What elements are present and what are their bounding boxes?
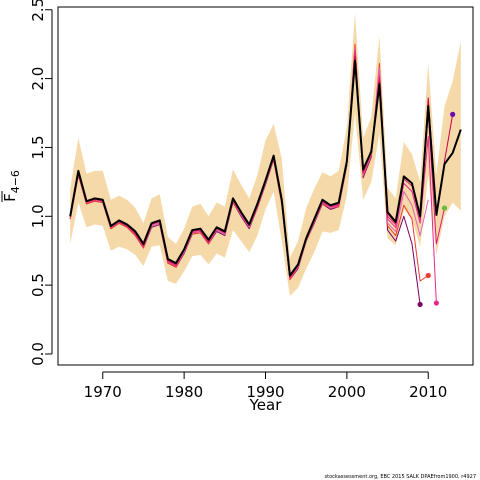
y-tick-label: 1.0 — [29, 204, 47, 228]
y-tick-label: 2.5 — [29, 0, 47, 22]
y-axis-title-subscript: 4−6 — [9, 170, 22, 193]
x-tick-label: 1980 — [165, 383, 203, 401]
endpoint-marker — [450, 111, 456, 117]
series-endpoints — [417, 111, 456, 308]
x-tick-label: 1990 — [246, 383, 284, 401]
x-axis: 1970 1980 1990 2000 2010 — [84, 371, 447, 401]
y-tick-label: 0.5 — [29, 273, 47, 297]
svg-text:F4−6: F4−6 — [1, 170, 22, 202]
series-lines — [69, 43, 462, 305]
y-tick-label: 0.0 — [29, 342, 47, 366]
y-axis-title-main: F — [1, 193, 19, 202]
confidence-band — [70, 12, 461, 297]
y-tick-label: 2.0 — [29, 67, 47, 91]
x-tick-label: 2010 — [409, 383, 447, 401]
footer-note: stockassessment.org, EBC 2015 SALK DPAEf… — [325, 474, 476, 480]
endpoint-marker — [417, 301, 423, 308]
endpoint-marker — [433, 300, 439, 306]
x-tick-label: 1970 — [84, 383, 122, 401]
y-tick-label: 1.5 — [29, 136, 47, 160]
y-axis-title: F4−6 — [1, 170, 22, 202]
endpoint-marker — [441, 205, 448, 211]
x-tick-label: 2000 — [328, 383, 366, 401]
series-line-main — [69, 59, 462, 277]
band-area — [70, 12, 461, 297]
endpoint-marker — [425, 272, 431, 279]
y-axis: 0.0 0.5 1.0 1.5 2.0 2.5 — [29, 0, 53, 366]
plot-frame — [57, 6, 474, 366]
x-axis-title: Year — [249, 396, 283, 414]
